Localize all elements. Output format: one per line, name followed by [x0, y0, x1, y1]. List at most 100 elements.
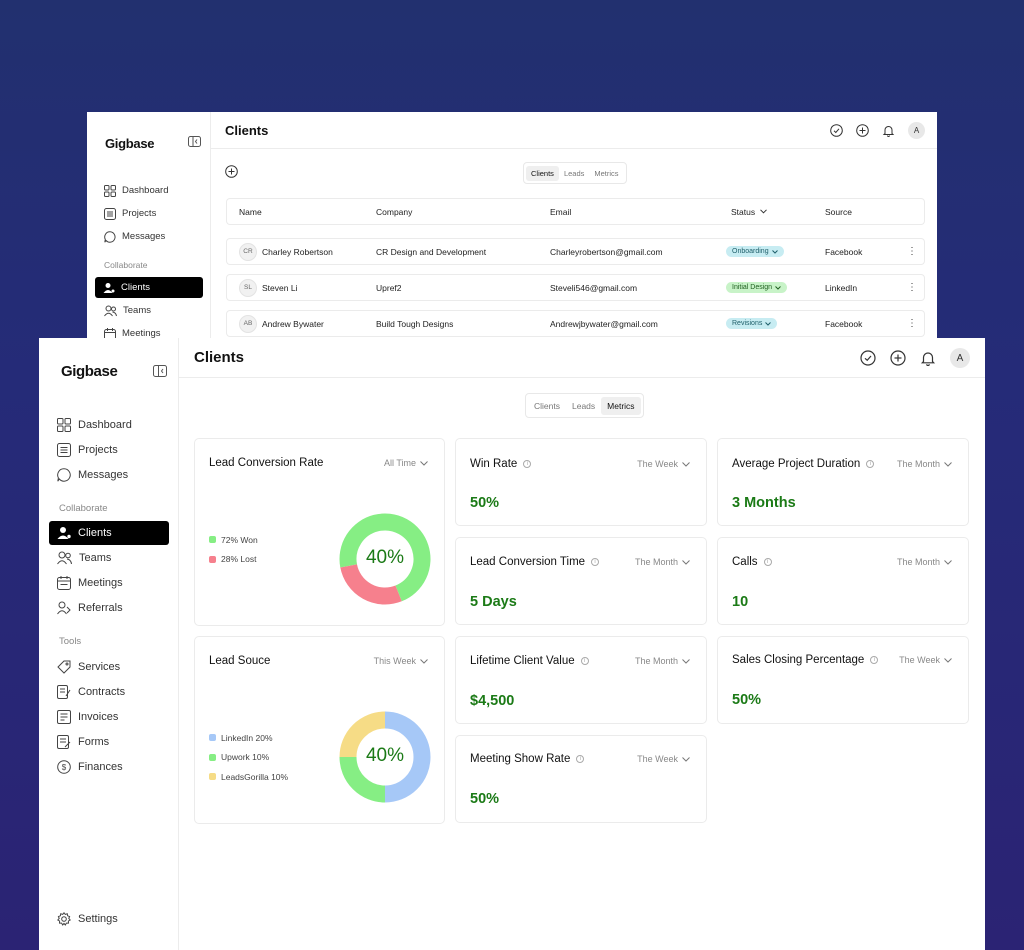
column-header-status[interactable]: Status [731, 199, 767, 224]
period-dropdown[interactable]: This Week [374, 656, 428, 666]
sidebar-item-services[interactable]: Services [57, 655, 172, 679]
sidebar-item-label: Forms [78, 736, 110, 748]
tab-leads[interactable]: Leads [563, 168, 585, 178]
sidebar-item-projects[interactable]: Projects [57, 438, 172, 462]
period-dropdown[interactable]: The Month [897, 557, 952, 567]
tab-clients[interactable]: Clients [526, 165, 559, 181]
info-icon[interactable]: i [576, 755, 585, 763]
more-options-icon[interactable]: ⋮ [907, 246, 917, 257]
info-icon[interactable]: i [870, 656, 879, 664]
donut-segment [340, 563, 402, 605]
metric-card-lead-conversion-time: Lead Conversion Time i The Month 5 Days [455, 537, 707, 625]
metric-value: 3 Months [732, 495, 796, 511]
status-badge[interactable]: Revisions [726, 318, 778, 329]
sidebar-item-label: Messages [78, 469, 129, 481]
add-circle-icon[interactable] [890, 350, 906, 366]
column-header-source[interactable]: Source [825, 206, 852, 217]
legend-label: LeadsGorilla 10% [221, 771, 289, 782]
sidebar-item-messages[interactable]: Messages [102, 226, 197, 247]
add-client-button[interactable] [225, 165, 238, 178]
sidebar-item-teams[interactable]: Teams [57, 546, 172, 570]
column-header-company[interactable]: Company [376, 206, 413, 217]
chevron-down-icon [944, 559, 952, 565]
sidebar-collapse-icon[interactable] [153, 365, 167, 377]
period-dropdown[interactable]: The Month [635, 557, 690, 567]
info-icon[interactable]: i [591, 558, 600, 566]
sidebar-item-forms[interactable]: Forms [57, 730, 172, 754]
sidebar-item-teams[interactable]: Teams [102, 300, 197, 321]
period-dropdown[interactable]: All Time [384, 458, 428, 468]
legend-item: LinkedIn 20% [209, 728, 288, 748]
status-label: Revisions [732, 320, 763, 327]
sidebar-item-referrals[interactable]: Referrals [57, 596, 172, 620]
sidebar-item-settings[interactable]: Settings [57, 907, 172, 931]
period-dropdown[interactable]: The Week [637, 459, 690, 469]
table-row[interactable]: AB Andrew Bywater Build Tough Designs And… [226, 310, 925, 337]
sidebar-item-dashboard[interactable]: Dashboard [102, 180, 197, 201]
logo: Gigbase [105, 136, 155, 151]
tab-clients[interactable]: Clients [534, 400, 560, 411]
sidebar-item-finances[interactable]: $ Finances [57, 755, 172, 779]
table-row[interactable]: SL Steven Li Upref2 Steveli546@gmail.com … [226, 274, 925, 301]
sidebar-collapse-icon[interactable] [188, 136, 201, 147]
view-tabs: Clients Leads Metrics [523, 162, 627, 184]
chevron-down-icon [944, 461, 952, 467]
status-badge[interactable]: Onboarding [726, 246, 784, 257]
tab-metrics[interactable]: Metrics [594, 168, 619, 178]
check-circle-icon[interactable] [830, 124, 843, 137]
sidebar-item-projects[interactable]: Projects [102, 203, 197, 224]
metric-title: Lead Conversion Time i [470, 556, 600, 568]
period-dropdown[interactable]: The Month [635, 656, 690, 666]
chevron-down-icon [775, 285, 781, 290]
sidebar-item-clients[interactable]: Clients [95, 277, 203, 298]
info-icon[interactable]: i [763, 558, 772, 566]
header-actions: A [860, 348, 970, 368]
info-icon[interactable]: i [580, 657, 589, 665]
info-icon[interactable]: i [523, 460, 532, 468]
sidebar-item-clients[interactable]: Clients [49, 521, 169, 545]
tab-leads[interactable]: Leads [571, 400, 596, 411]
period-label: The Week [637, 754, 678, 764]
metric-title-text: Meeting Show Rate [470, 753, 571, 765]
avatar[interactable]: A [950, 348, 970, 368]
bell-icon[interactable] [882, 124, 895, 137]
status-badge[interactable]: Initial Design [726, 282, 788, 293]
sidebar-item-messages[interactable]: Messages [57, 463, 172, 487]
legend-swatch [209, 753, 216, 761]
period-label: The Month [634, 656, 678, 666]
sidebar-item-label: Projects [78, 444, 118, 456]
metric-title-text: Lead Conversion Time [470, 556, 586, 568]
period-dropdown[interactable]: The Month [897, 459, 952, 469]
period-label: All Time [383, 458, 416, 468]
metric-title-text: Lifetime Client Value [470, 655, 575, 667]
metric-value: 50% [470, 495, 500, 511]
bell-icon[interactable] [920, 350, 936, 366]
more-options-icon[interactable]: ⋮ [907, 282, 917, 293]
avatar[interactable]: A [908, 122, 925, 139]
sidebar-item-meetings[interactable]: Meetings [57, 571, 172, 595]
check-circle-icon[interactable] [860, 350, 876, 366]
sidebar-item-contracts[interactable]: Contracts [57, 680, 172, 704]
table-row[interactable]: CR Charley Robertson CR Design and Develo… [226, 238, 925, 265]
avatar: SL [239, 278, 257, 297]
metric-title: Calls i [732, 556, 772, 568]
client-name-cell: CR Charley Robertson [239, 239, 333, 264]
legend-label: 28% Lost [221, 554, 257, 565]
info-icon[interactable]: i [866, 460, 875, 468]
status-cell: Revisions [726, 311, 778, 336]
sidebar-item-invoices[interactable]: Invoices [57, 705, 172, 729]
column-header-name[interactable]: Name [239, 206, 262, 217]
source-cell: Facebook [825, 246, 863, 257]
legend-item: Upwork 10% [209, 748, 288, 768]
metric-title: Meeting Show Rate i [470, 753, 585, 765]
period-dropdown[interactable]: The Week [899, 655, 952, 665]
grid-icon [104, 184, 116, 197]
period-dropdown[interactable]: The Week [637, 754, 690, 764]
card-title: Lead Souce [209, 655, 271, 667]
metric-value: $4,500 [470, 693, 515, 709]
add-circle-icon[interactable] [856, 124, 869, 137]
column-header-email[interactable]: Email [550, 206, 572, 217]
more-options-icon[interactable]: ⋮ [907, 318, 917, 329]
sidebar-item-dashboard[interactable]: Dashboard [57, 413, 172, 437]
tab-metrics[interactable]: Metrics [601, 396, 641, 415]
